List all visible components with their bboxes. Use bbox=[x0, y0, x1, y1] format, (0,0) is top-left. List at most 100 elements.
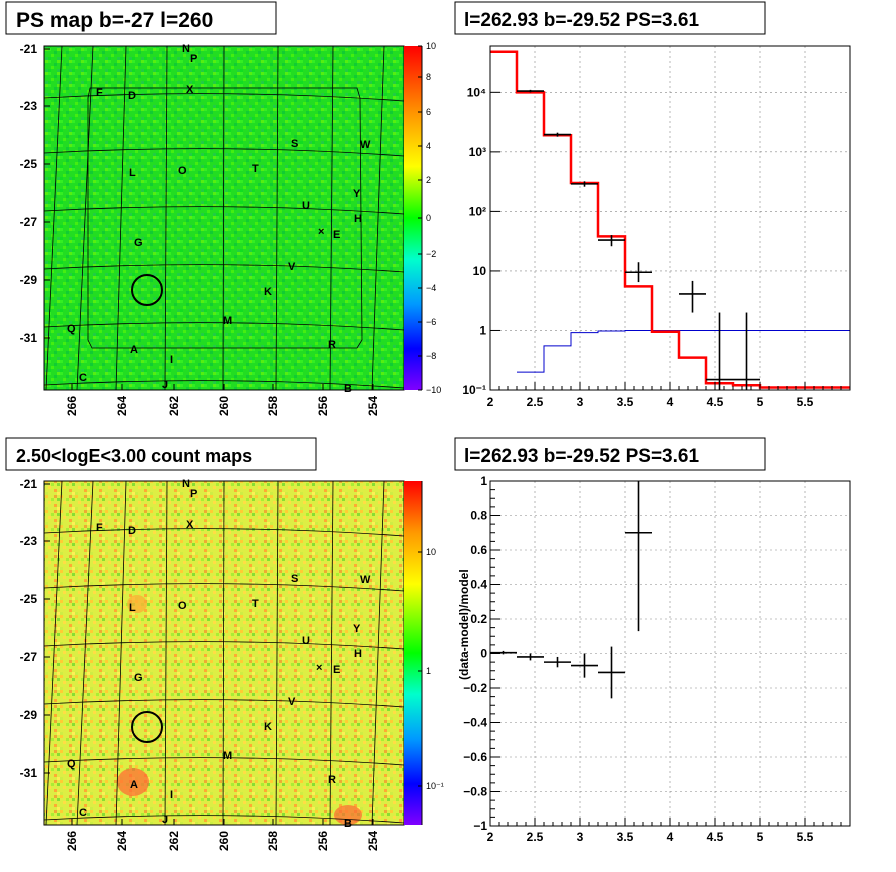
source-label: K bbox=[264, 286, 272, 298]
map-x-tick-label: 266 bbox=[65, 396, 79, 416]
source-label: J bbox=[162, 379, 168, 391]
count-map-hotspot bbox=[117, 768, 149, 796]
residual-x-tick-label: 5.5 bbox=[797, 830, 814, 844]
source-label: S bbox=[291, 573, 298, 585]
source-label: T bbox=[252, 598, 259, 610]
background-line bbox=[517, 329, 850, 373]
residual-y-tick-label: 0.8 bbox=[470, 509, 487, 523]
ps-map-roi-outline bbox=[87, 87, 363, 349]
source-label: X bbox=[186, 84, 194, 96]
source-label: Y bbox=[353, 623, 361, 635]
residual-point bbox=[625, 481, 652, 632]
residual-y-tick-label: 0 bbox=[480, 647, 487, 661]
map-y-tick-label: -27 bbox=[20, 215, 38, 229]
source-label: G bbox=[134, 672, 143, 684]
map-x-tick-label: 264 bbox=[115, 831, 129, 851]
colorbar-tick-label: 0 bbox=[426, 213, 431, 223]
residual-x-tick-label: 4.5 bbox=[707, 830, 724, 844]
spectrum-y-tick-label: 10⁴ bbox=[467, 85, 486, 99]
model-series bbox=[490, 50, 850, 389]
source-label: R bbox=[328, 774, 336, 786]
count-map-source-labels: NP F D X S W L O T Y U H E G V K M Q R A I C J B bbox=[67, 478, 371, 830]
source-label: W bbox=[360, 574, 371, 586]
spectrum-y-tick-label: 10 bbox=[473, 264, 487, 278]
residual-y-tick-label: 0.6 bbox=[470, 543, 487, 557]
map-x-tick-label: 266 bbox=[65, 831, 79, 851]
residual-y-tick-label: −0.4 bbox=[463, 716, 487, 730]
residual-x-tick-label: 3.5 bbox=[617, 830, 634, 844]
count-map-cross-mark: × bbox=[316, 662, 322, 674]
source-label: B bbox=[344, 383, 352, 395]
map-y-tick-label: -27 bbox=[20, 650, 38, 664]
source-label: Y bbox=[353, 188, 361, 200]
colorbar-tick-label: 10 bbox=[426, 41, 436, 51]
source-label: L bbox=[129, 602, 136, 614]
map-y-tick-label: -31 bbox=[20, 331, 38, 345]
source-label: J bbox=[162, 814, 168, 826]
count-map-colorbar bbox=[404, 481, 422, 825]
spectrum-y-tick-label: 1 bbox=[479, 323, 486, 337]
spectrum-y-tick-label: 10² bbox=[469, 204, 486, 218]
panel-title-ps-map: PS map b=-27 l=260 bbox=[5, 1, 277, 35]
source-label: M bbox=[223, 315, 232, 327]
spectrum-x-tick-label: 4.5 bbox=[707, 395, 724, 409]
spectrum-x-tick-label: 5.5 bbox=[797, 395, 814, 409]
source-label: H bbox=[354, 213, 362, 225]
background-series bbox=[517, 329, 850, 373]
spectrum-x-tick-label: 3 bbox=[577, 395, 584, 409]
data-point bbox=[571, 181, 598, 187]
source-label: C bbox=[79, 807, 87, 819]
panel-title-count-map: 2.50<logE<3.00 count maps bbox=[5, 437, 317, 471]
spectrum-x-tick-label: 4 bbox=[667, 395, 674, 409]
colorbar-tick-label: 10⁻¹ bbox=[426, 781, 444, 791]
residual-y-tick-label: 0.4 bbox=[470, 578, 487, 592]
ps-map-title: PS map b=-27 l=260 bbox=[16, 9, 213, 32]
count-map-hotspot bbox=[127, 595, 147, 613]
colorbar-tick-label: 6 bbox=[426, 107, 431, 117]
source-label: U bbox=[302, 635, 310, 647]
residual-y-tick-label: −0.2 bbox=[463, 681, 487, 695]
residual-point bbox=[598, 646, 625, 699]
source-label: I bbox=[170, 789, 173, 801]
map-x-tick-label: 262 bbox=[167, 831, 181, 851]
residual-point bbox=[517, 653, 544, 661]
source-label: M bbox=[223, 750, 232, 762]
source-label: E bbox=[333, 664, 340, 676]
colorbar-tick-label: 2 bbox=[426, 175, 431, 185]
colorbar-tick-label: −4 bbox=[426, 283, 436, 293]
map-x-tick-label: 254 bbox=[366, 831, 380, 851]
source-label: O bbox=[178, 165, 187, 177]
data-point bbox=[517, 89, 544, 93]
ps-map-source-circle bbox=[131, 274, 163, 306]
count-map-source-circle bbox=[131, 711, 163, 743]
map-y-tick-label: -25 bbox=[20, 157, 38, 171]
map-y-tick-label: -29 bbox=[20, 273, 38, 287]
residual-title: l=262.93 b=-29.52 PS=3.61 bbox=[464, 446, 699, 467]
ps-map-panel: × NP F D X S W L O T Y U H E G V K M Q R A I C J B -21 -23 -25 -27… bbox=[20, 41, 442, 416]
residual-y-tick-label: −1 bbox=[473, 819, 487, 833]
map-x-tick-label: 260 bbox=[217, 831, 231, 851]
source-label: A bbox=[130, 779, 138, 791]
source-label: V bbox=[288, 261, 296, 273]
count-map-panel: × NP F D X S W L O T Y U H E G V K M Q R A I C J B -21 -23 -25 -27… bbox=[20, 477, 444, 851]
source-label: B bbox=[344, 818, 352, 830]
colorbar-tick-label: 4 bbox=[426, 141, 431, 151]
residual-y-tick-label: 1 bbox=[480, 474, 487, 488]
ps-map-colorbar bbox=[404, 46, 422, 390]
map-y-tick-label: -23 bbox=[20, 99, 38, 113]
colorbar-tick-label: 8 bbox=[426, 72, 431, 82]
residual-y-tick-label: −0.6 bbox=[463, 750, 487, 764]
source-label: T bbox=[252, 163, 259, 175]
source-label: A bbox=[130, 344, 138, 356]
source-label: F bbox=[96, 87, 103, 99]
residual-ylabel: (data-model)/model bbox=[457, 569, 471, 680]
data-point bbox=[598, 235, 625, 247]
residual-y-tick-label: 0.2 bbox=[470, 612, 487, 626]
spectrum-y-tick-label: 10⁻¹ bbox=[462, 383, 486, 397]
source-label: H bbox=[354, 648, 362, 660]
map-y-tick-label: -29 bbox=[20, 708, 38, 722]
data-point bbox=[706, 312, 733, 390]
residual-point bbox=[571, 653, 598, 678]
source-label: X bbox=[186, 519, 194, 531]
colorbar-tick-label: −2 bbox=[426, 249, 436, 259]
